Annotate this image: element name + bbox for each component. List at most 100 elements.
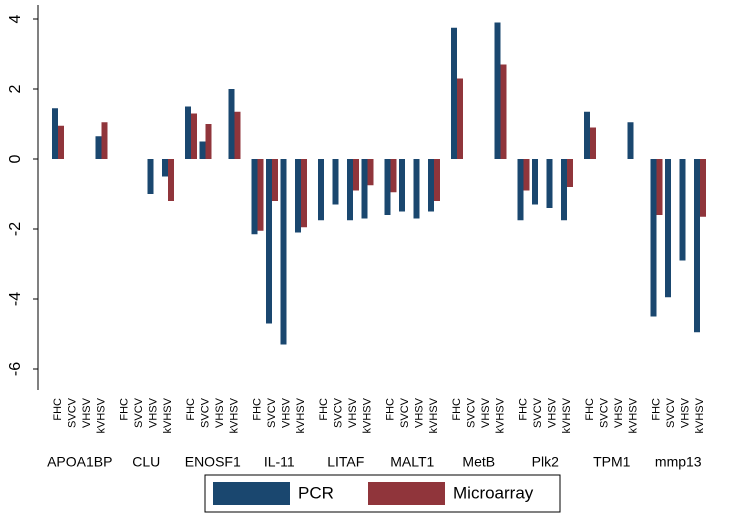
subcategory-label: FHC [384, 398, 396, 421]
bar [295, 159, 301, 233]
subcategory-label: SVCV [199, 397, 211, 428]
legend-label: PCR [298, 483, 334, 502]
bar [700, 159, 706, 217]
category-label: IL-11 [264, 454, 295, 470]
bar [500, 64, 507, 159]
subcategory-label: VHSV [679, 397, 691, 428]
bar [390, 159, 397, 193]
bar [523, 159, 530, 191]
y-tick-label: -6 [7, 362, 24, 376]
subcategory-label: FHC [185, 398, 197, 421]
bar [185, 106, 191, 159]
bar [694, 159, 700, 333]
subcategory-label: SVCV [399, 397, 411, 428]
subcategory-label: FHC [251, 398, 263, 421]
bar [399, 159, 405, 212]
category-label: TPM1 [593, 454, 631, 470]
bar [584, 111, 590, 159]
subcategory-label: VHSV [81, 397, 93, 428]
legend-label: Microarray [453, 483, 534, 502]
bar [257, 159, 264, 231]
bar [413, 159, 420, 219]
bar [318, 159, 324, 221]
subcategory-label: kVHSV [228, 397, 240, 433]
subcategory-label: SVCV [332, 397, 344, 428]
subcategory-label: SVCV [665, 397, 677, 428]
y-tick-label: 4 [7, 14, 24, 23]
bar [650, 159, 657, 317]
bar [494, 22, 501, 159]
subcategory-label: SVCV [532, 397, 544, 428]
subcategory-label: VHSV [413, 397, 425, 428]
subcategory-label: kVHSV [95, 397, 107, 433]
subcategory-label: VHSV [546, 397, 558, 428]
subcategory-label: VHSV [613, 397, 625, 428]
subcategory-label: SVCV [133, 397, 145, 428]
bar [679, 159, 686, 261]
subcategory-label: kVHSV [561, 397, 573, 433]
bar [361, 159, 368, 219]
subcategory-label: FHC [318, 398, 330, 421]
subcategory-label: SVCV [598, 397, 610, 428]
legend-swatch [368, 482, 445, 505]
subcategory-label: kVHSV [295, 397, 307, 433]
subcategory-label: FHC [118, 398, 130, 421]
legend-swatch [213, 482, 290, 505]
bar [191, 113, 197, 159]
bar [353, 159, 359, 191]
bar [627, 122, 634, 159]
y-tick-label: -4 [7, 292, 24, 306]
bar [168, 159, 174, 201]
subcategory-label: kVHSV [494, 397, 506, 433]
bar [546, 159, 553, 208]
bar [561, 159, 567, 221]
subcategory-label: kVHSV [428, 397, 440, 433]
bar [266, 159, 272, 324]
subcategory-label: SVCV [66, 397, 78, 428]
subcategory-label: VHSV [280, 397, 292, 428]
bar [332, 159, 339, 205]
bar [384, 159, 391, 215]
subcategory-label: kVHSV [162, 397, 174, 433]
subcategory-label: kVHSV [627, 397, 639, 433]
bar [517, 159, 524, 221]
bar [162, 159, 168, 177]
category-label: CLU [132, 454, 160, 470]
bar [590, 127, 596, 159]
bar [457, 78, 463, 159]
bar [199, 141, 206, 159]
bar [58, 125, 64, 159]
y-tick-label: -2 [7, 222, 24, 236]
subcategory-label: FHC [451, 398, 463, 421]
bar [272, 159, 278, 201]
subcategory-label: FHC [650, 398, 662, 421]
bar [428, 159, 434, 212]
subcategory-label: kVHSV [694, 397, 706, 433]
category-label: MALT1 [390, 454, 434, 470]
subcategory-label: VHSV [480, 397, 492, 428]
y-tick-label: 0 [7, 154, 24, 163]
bar [280, 159, 287, 345]
bar [301, 159, 307, 228]
bar [228, 89, 235, 159]
subcategory-label: SVCV [266, 397, 278, 428]
category-label: LITAF [327, 454, 364, 470]
bar [567, 159, 573, 187]
subcategory-label: FHC [52, 398, 64, 421]
category-label: Plk2 [532, 454, 559, 470]
subcategory-label: kVHSV [361, 397, 373, 433]
y-tick-label: 2 [7, 84, 24, 93]
bar [367, 159, 374, 186]
bar [665, 159, 671, 298]
bar [656, 159, 663, 215]
subcategory-label: VHSV [147, 397, 159, 428]
bar [434, 159, 440, 201]
bar [52, 108, 58, 159]
bar [234, 111, 241, 159]
category-label: ENOSF1 [185, 454, 241, 470]
subcategory-label: FHC [584, 398, 596, 421]
bar [205, 124, 212, 159]
subcategory-label: FHC [517, 398, 529, 421]
category-label: MetB [462, 454, 495, 470]
